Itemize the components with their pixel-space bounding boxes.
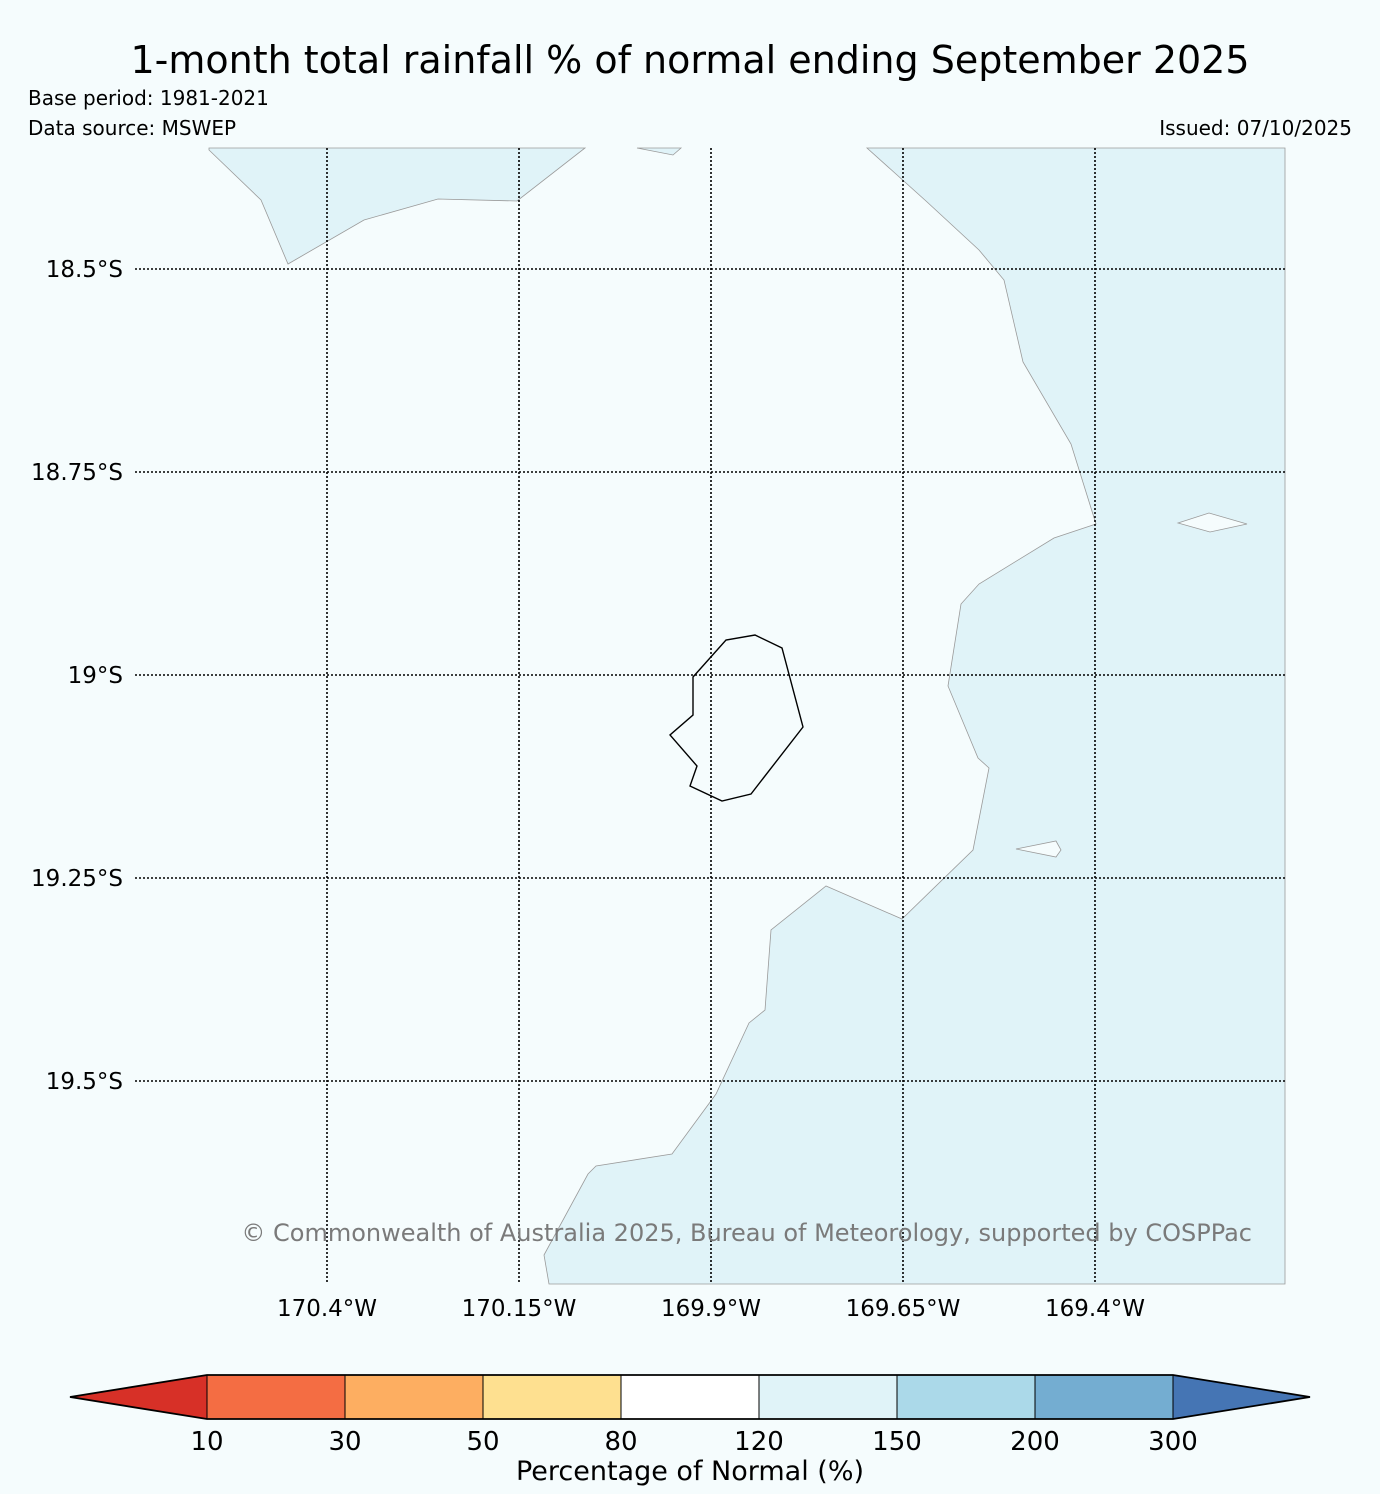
colorbar-title: Percentage of Normal (%) <box>516 1456 864 1487</box>
map-plot-area: © Commonwealth of Australia 2025, Bureau… <box>135 147 1286 1285</box>
colorbar-tick-label: 200 <box>1010 1427 1060 1457</box>
colorbar-segment-10-30 <box>207 1375 345 1419</box>
island-coastline <box>669 634 804 802</box>
colorbar: 10 30 50 80 120 150 200 300 Percentage o… <box>69 1374 1311 1487</box>
rain-region-80-120-hole-east <box>1176 512 1248 533</box>
colorbar-segment-120-150 <box>759 1375 897 1419</box>
rain-region-120-150-east <box>543 147 1286 1285</box>
lon-tick-label: 170.15°W <box>462 1296 577 1322</box>
lon-tick-label: 170.4°W <box>277 1296 377 1322</box>
lon-axis: 170.4°W 170.15°W 169.9°W 169.65°W 169.4°… <box>277 1296 1145 1322</box>
issued-date: Issued: 07/10/2025 <box>1159 116 1352 140</box>
colorbar-segment-200-300 <box>1035 1375 1173 1419</box>
colorbar-tick-label: 80 <box>604 1427 637 1457</box>
colorbar-tick-label: 150 <box>872 1427 922 1457</box>
rain-region-80-120-hole-south <box>1015 840 1062 858</box>
lat-tick-label: 18.5°S <box>46 257 123 283</box>
lon-tick-label: 169.65°W <box>846 1296 961 1322</box>
base-period: Base period: 1981-2021 <box>28 86 269 110</box>
colorbar-tick-label: 120 <box>734 1427 784 1457</box>
colorbar-tick-label: 50 <box>466 1427 499 1457</box>
colorbar-tick-label: 30 <box>328 1427 361 1457</box>
rain-region-120-150-northwest <box>208 147 587 265</box>
copyright-notice: © Commonwealth of Australia 2025, Bureau… <box>241 1219 1252 1247</box>
colorbar-tick-label: 10 <box>190 1427 223 1457</box>
colorbar-segment-80-120 <box>621 1375 759 1419</box>
lat-tick-label: 19°S <box>68 663 123 689</box>
lat-tick-label: 19.5°S <box>46 1069 123 1095</box>
lat-tick-label: 19.25°S <box>31 866 123 892</box>
gridlines <box>135 148 1285 1284</box>
lat-tick-label: 18.75°S <box>31 460 123 486</box>
colorbar-segment-above-300 <box>1173 1375 1310 1419</box>
map-title: 1-month total rainfall % of normal endin… <box>130 38 1250 82</box>
data-source: Data source: MSWEP <box>28 116 237 140</box>
colorbar-tick-label: 300 <box>1148 1427 1198 1457</box>
rain-region-120-150-north-sliver <box>636 147 683 156</box>
colorbar-segment-30-50 <box>345 1375 483 1419</box>
colorbar-segment-below-10 <box>70 1375 207 1419</box>
colorbar-segment-50-80 <box>483 1375 621 1419</box>
lat-axis: 18.5°S 18.75°S 19°S 19.25°S 19.5°S <box>31 257 123 1095</box>
colorbar-dividers <box>206 1375 1174 1419</box>
lon-tick-label: 169.4°W <box>1045 1296 1145 1322</box>
colorbar-segment-150-200 <box>897 1375 1035 1419</box>
lon-tick-label: 169.9°W <box>661 1296 761 1322</box>
